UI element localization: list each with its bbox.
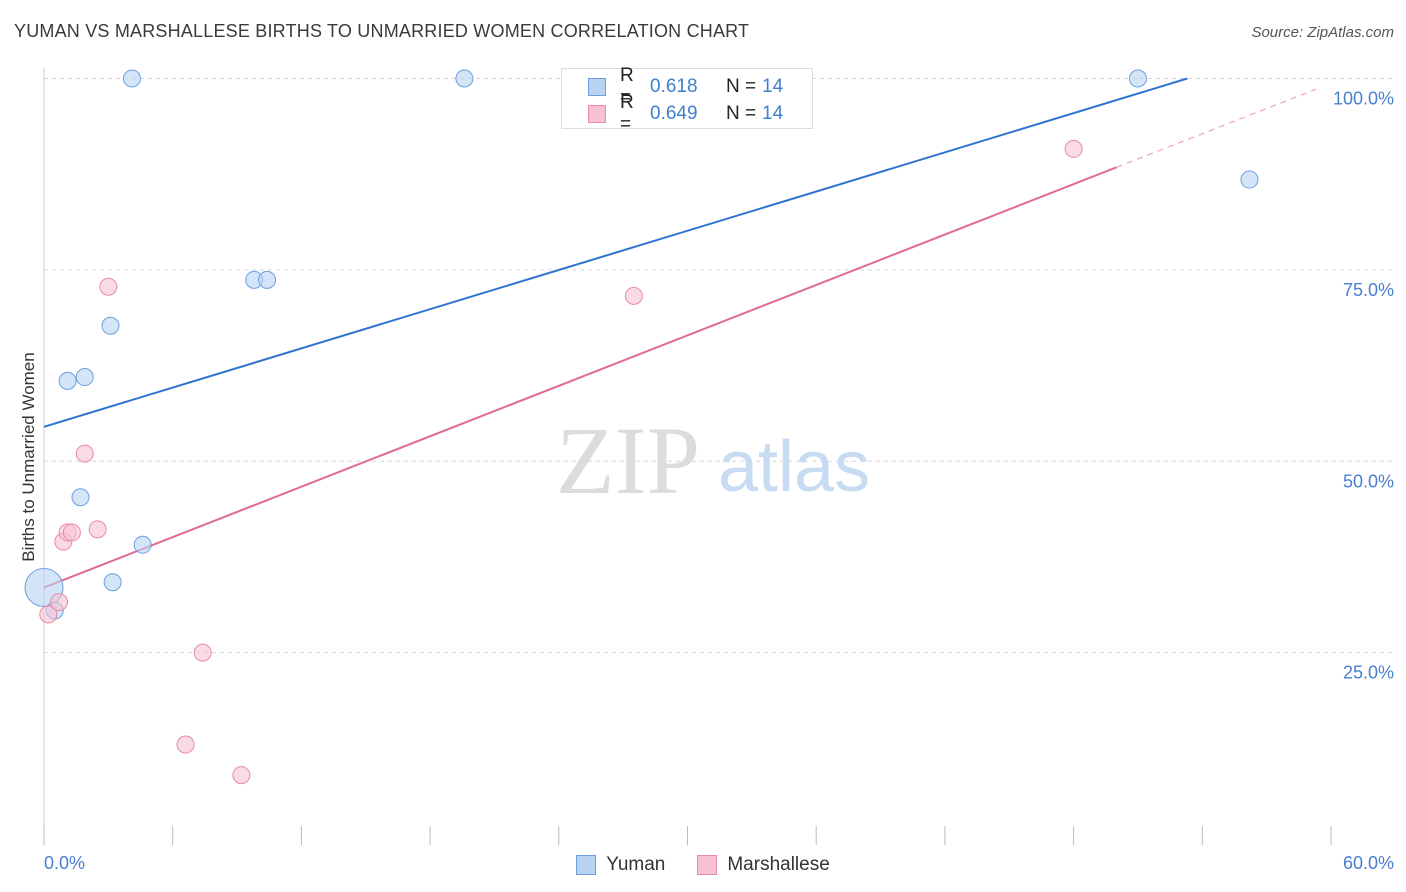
correlation-legend: R = 0.618 N = 14 R = 0.649 N = 14	[561, 65, 813, 135]
legend-label-yuman: Yuman	[606, 854, 666, 875]
marshallese-trend-line	[43, 166, 1117, 589]
n-label: N =	[726, 103, 757, 124]
n-label: N =	[726, 76, 757, 97]
legend-row-yuman: R = 0.618 N = 14	[588, 65, 784, 108]
marshallese-swatch	[697, 855, 718, 875]
series-legend: Yuman Marshallese	[0, 852, 1406, 878]
yuman-point	[58, 371, 77, 390]
marshallese-point	[193, 643, 212, 662]
yuman-point	[455, 69, 474, 88]
legend-row-marshallese: R = 0.649 N = 14	[588, 92, 784, 135]
yuman-point	[101, 316, 120, 335]
source-label: Source: ZipAtlas.com	[1251, 24, 1394, 41]
r-value: 0.618	[650, 76, 698, 97]
yuman-point	[71, 488, 90, 507]
marshallese-swatch	[588, 105, 606, 123]
y-tick-label: 25.0%	[1343, 663, 1394, 683]
marshallese-point	[176, 735, 195, 754]
y-tick-label: 50.0%	[1343, 471, 1394, 491]
marshallese-trend-extension	[1116, 88, 1317, 168]
legend-item-marshallese[interactable]: Marshallese	[697, 854, 830, 876]
marshallese-point	[62, 523, 81, 542]
yuman-swatch	[576, 855, 597, 875]
marshallese-point	[75, 444, 94, 463]
points-layer	[24, 69, 1259, 785]
yuman-point	[1128, 69, 1147, 88]
x-tick-label: 0.0%	[44, 853, 85, 873]
y-tick-label: 75.0%	[1343, 280, 1394, 300]
n-value: 14	[762, 76, 784, 97]
r-value: 0.649	[650, 103, 698, 124]
r-label: R =	[620, 65, 634, 108]
axis-layer: 25.0% 50.0% 75.0% 100.0% 0.0% 60.0%	[43, 68, 1394, 873]
marshallese-point	[232, 766, 251, 785]
watermark-atlas: atlas	[718, 427, 870, 507]
legend-item-yuman[interactable]: Yuman	[576, 854, 665, 876]
yuman-point	[133, 535, 152, 554]
yuman-point	[122, 69, 141, 88]
n-value: 14	[762, 103, 784, 124]
yuman-swatch	[588, 78, 606, 96]
yuman-point	[75, 368, 94, 387]
marshallese-point	[88, 520, 107, 539]
trend-layer	[43, 77, 1317, 589]
marshallese-point	[50, 593, 69, 612]
watermark-zip: ZIP	[556, 407, 700, 514]
marshallese-point	[1064, 139, 1083, 158]
yuman-point	[103, 573, 122, 592]
marshallese-point	[39, 605, 58, 624]
r-label: R =	[620, 92, 634, 135]
y-axis-label: Births to Unmarried Women	[19, 352, 38, 561]
yuman-point	[258, 270, 277, 289]
yuman-point	[1240, 170, 1259, 189]
marshallese-point	[624, 286, 643, 305]
y-tick-label: 100.0%	[1333, 89, 1394, 109]
marshallese-point	[99, 277, 118, 296]
watermark: ZIP atlas	[556, 407, 870, 514]
yuman-trend-line	[43, 77, 1188, 428]
legend-label-marshallese: Marshallese	[727, 854, 830, 875]
x-tick-label: 60.0%	[1343, 853, 1394, 873]
chart-title: YUMAN VS MARSHALLESE BIRTHS TO UNMARRIED…	[14, 21, 750, 41]
